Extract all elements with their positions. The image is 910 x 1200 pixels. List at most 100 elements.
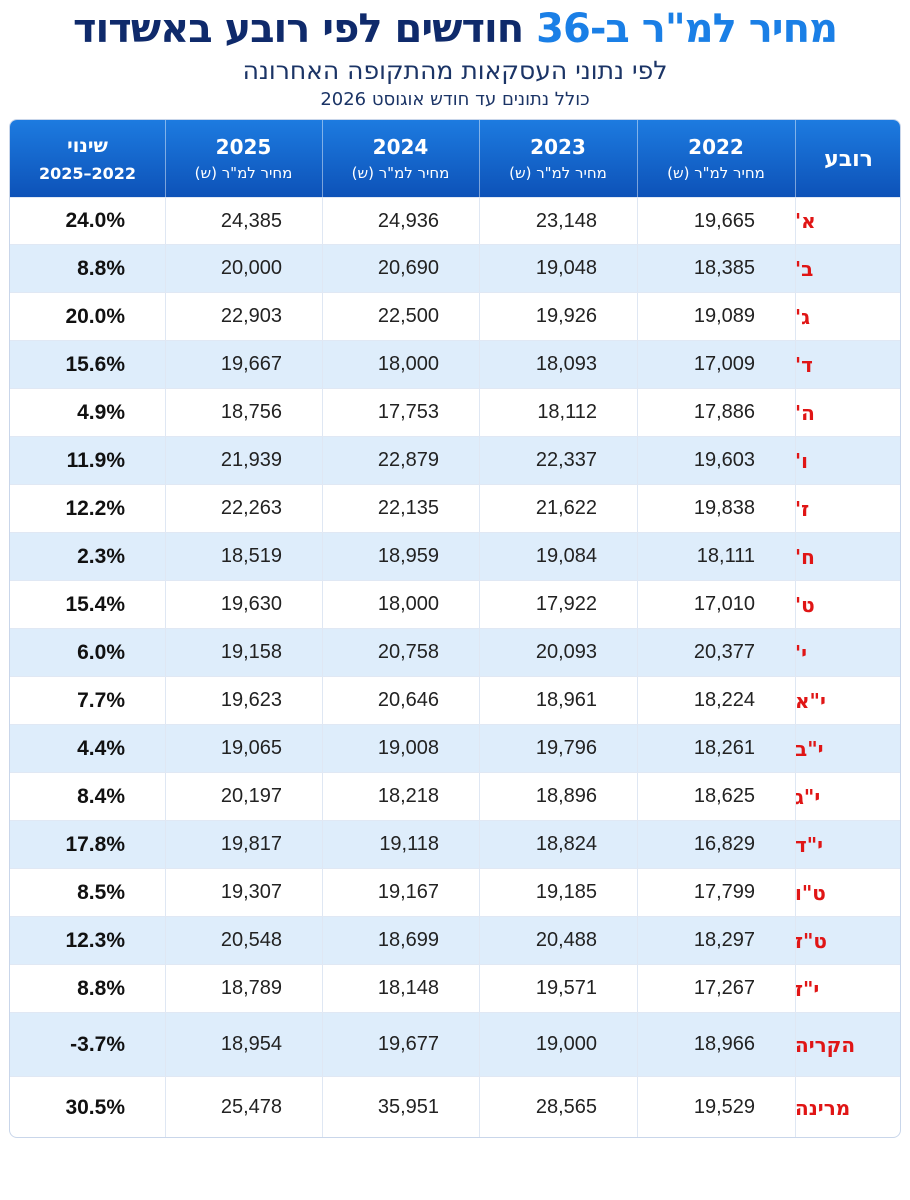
column-divider <box>637 485 638 533</box>
price-2022-cell: 17,886 <box>693 401 755 423</box>
header-2022: 2022 מחיר למ"ר (ש) <box>637 120 795 197</box>
price-2025-cell: 25,478 <box>220 1096 282 1118</box>
column-divider <box>322 917 323 965</box>
price-table: שינוי 2022–2025 2025 מחיר למ"ר (ש) 2024 … <box>9 119 901 1138</box>
column-divider <box>637 245 638 293</box>
price-2023-cell: 18,093 <box>535 353 597 375</box>
change-cell: 7.7% <box>77 688 125 712</box>
column-divider <box>637 1013 638 1077</box>
price-2025-cell: 20,000 <box>220 257 282 279</box>
column-divider <box>795 245 796 293</box>
price-2025-cell: 22,903 <box>220 305 282 327</box>
price-2023-cell: 18,112 <box>537 401 597 423</box>
column-divider <box>795 773 796 821</box>
change-cell: 12.3% <box>65 928 125 952</box>
column-divider <box>795 389 796 437</box>
column-divider <box>637 725 638 773</box>
area-name-cell: ט"ו <box>795 880 826 905</box>
table-row: -3.7% 18,954 19,677 19,000 18,966 הקריה <box>10 1012 900 1077</box>
area-name-cell: ט' <box>795 592 815 617</box>
price-2024-cell: 24,936 <box>377 209 439 232</box>
area-name-cell: ו' <box>795 448 808 473</box>
area-name-cell: י' <box>795 640 808 665</box>
price-2025-cell: 19,065 <box>220 737 282 759</box>
column-divider <box>637 437 638 485</box>
change-cell: 8.8% <box>77 976 125 1000</box>
column-divider <box>479 773 480 821</box>
price-2024-cell: 18,699 <box>377 929 439 951</box>
price-2024-cell: 20,646 <box>377 689 439 711</box>
price-2025-cell: 21,939 <box>220 449 282 471</box>
column-divider <box>479 437 480 485</box>
column-divider <box>795 629 796 677</box>
column-divider <box>637 1077 638 1137</box>
column-divider <box>322 677 323 725</box>
table-row: 30.5% 25,478 35,951 28,565 19,529 מרינה <box>10 1076 900 1137</box>
area-name-cell: י"ב <box>795 736 824 761</box>
price-2025-cell: 18,519 <box>220 545 282 567</box>
page-title: מחיר למ"ר ב-36 חודשים לפי רובע באשדוד <box>0 6 910 52</box>
column-divider <box>637 677 638 725</box>
table-row: 12.3% 20,548 18,699 20,488 18,297 ט"ז <box>10 916 900 965</box>
area-name-cell: מרינה <box>795 1095 851 1120</box>
header-year: 2022 <box>688 135 744 159</box>
area-name-cell: י"ד <box>795 832 824 857</box>
price-2024-cell: 19,167 <box>377 881 439 903</box>
table-row: 24.0% 24,385 24,936 23,148 19,665 א' <box>10 197 900 245</box>
column-divider <box>795 533 796 581</box>
price-2023-cell: 19,048 <box>535 257 597 279</box>
column-divider <box>165 869 166 917</box>
column-divider <box>165 629 166 677</box>
column-divider <box>637 917 638 965</box>
change-cell: 6.0% <box>77 640 125 664</box>
price-2024-cell: 18,000 <box>377 593 439 615</box>
column-divider <box>322 389 323 437</box>
header-change-range: 2022–2025 <box>38 164 137 183</box>
table-row: 6.0% 19,158 20,758 20,093 20,377 י' <box>10 628 900 677</box>
column-divider <box>322 869 323 917</box>
data-note: כולל נתונים עד חודש אוגוסט 2026 <box>320 89 590 110</box>
price-2024-cell: 18,218 <box>377 785 439 807</box>
column-divider <box>165 389 166 437</box>
price-2023-cell: 18,896 <box>535 785 597 807</box>
price-2022-cell: 18,966 <box>693 1033 755 1055</box>
change-cell: -3.7% <box>70 1032 125 1056</box>
header-2025: 2025 מחיר למ"ר (ש) <box>165 120 322 197</box>
column-divider <box>322 581 323 629</box>
column-divider <box>322 629 323 677</box>
column-divider <box>165 1077 166 1137</box>
column-divider <box>165 293 166 341</box>
column-divider <box>795 869 796 917</box>
price-2023-cell: 22,337 <box>535 449 597 471</box>
table-row: 20.0% 22,903 22,500 19,926 19,089 ג' <box>10 292 900 341</box>
price-2025-cell: 18,954 <box>220 1033 282 1055</box>
header-year: 2025 <box>215 135 272 159</box>
title-highlight: מחיר למ"ר ב-36 <box>523 6 838 52</box>
header-divider <box>322 120 323 197</box>
change-cell: 11.9% <box>66 448 125 472</box>
price-2022-cell: 19,838 <box>693 497 755 519</box>
header-unit: מחיר למ"ר (ש) <box>667 164 765 182</box>
price-2025-cell: 19,158 <box>220 641 282 663</box>
price-2023-cell: 19,796 <box>535 737 597 759</box>
price-2022-cell: 17,267 <box>693 977 755 999</box>
price-2024-cell: 18,148 <box>377 977 439 999</box>
price-2023-cell: 23,148 <box>535 209 597 232</box>
column-divider <box>322 773 323 821</box>
table-row: 4.4% 19,065 19,008 19,796 18,261 י"ב <box>10 724 900 773</box>
price-2022-cell: 17,009 <box>693 353 755 375</box>
price-2022-cell: 18,261 <box>693 737 755 759</box>
column-divider <box>795 341 796 389</box>
price-2024-cell: 18,000 <box>377 353 439 375</box>
header-divider <box>795 120 796 197</box>
column-divider <box>165 533 166 581</box>
change-cell: 17.8% <box>65 832 125 856</box>
price-2025-cell: 19,630 <box>220 593 282 615</box>
price-2022-cell: 17,010 <box>693 593 755 615</box>
column-divider <box>479 677 480 725</box>
header-unit: מחיר למ"ר (ש) <box>194 164 293 182</box>
price-2023-cell: 19,084 <box>535 545 597 567</box>
header-change-label: שינוי <box>67 135 108 157</box>
column-divider <box>322 293 323 341</box>
table-row: 8.5% 19,307 19,167 19,185 17,799 ט"ו <box>10 868 900 917</box>
